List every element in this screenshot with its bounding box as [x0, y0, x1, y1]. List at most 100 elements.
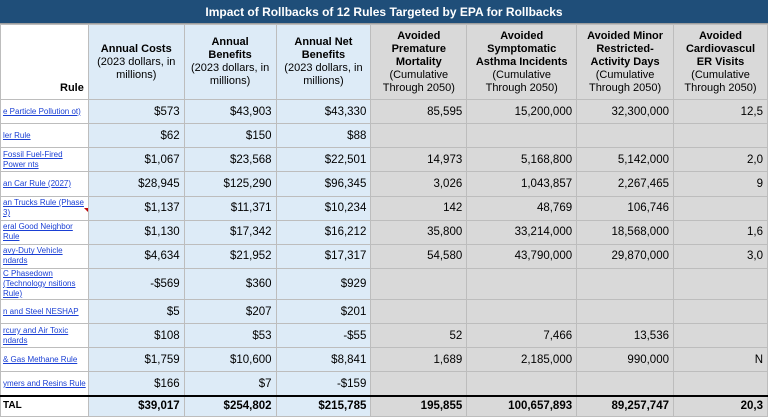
cell-minor[interactable]: 5,142,000 [576, 147, 674, 173]
cell-cardio[interactable] [673, 323, 768, 349]
cell-cardio[interactable]: 9 [673, 171, 768, 197]
cell-net[interactable]: $17,317 [275, 243, 372, 269]
cell-net[interactable]: $16,212 [275, 219, 372, 245]
cell-costs[interactable]: -$569 [87, 267, 185, 300]
cell-costs[interactable]: $1,137 [87, 195, 185, 221]
cell-mortality[interactable] [370, 267, 468, 300]
rule-link[interactable]: rcury and Air Toxic ndards [0, 323, 89, 349]
rule-link[interactable]: e Particle Pollution ot) [0, 98, 89, 125]
cell-costs[interactable]: $573 [87, 98, 185, 125]
cell-cardio[interactable]: 20,3 [673, 395, 768, 417]
rule-link[interactable]: n and Steel NESHAP [0, 298, 89, 325]
cell-benefits[interactable]: $11,371 [183, 195, 277, 221]
cell-asthma[interactable] [466, 267, 578, 300]
cell-net[interactable]: $96,345 [275, 171, 372, 197]
cell-mortality[interactable] [370, 123, 468, 149]
cell-costs[interactable]: $39,017 [87, 395, 185, 417]
cell-net[interactable]: -$159 [275, 371, 372, 397]
cell-net[interactable]: $43,330 [275, 98, 372, 125]
cell-benefits[interactable]: $53 [183, 323, 277, 349]
cell-costs[interactable]: $5 [87, 298, 185, 325]
cell-net[interactable]: $8,841 [275, 347, 372, 373]
cell-mortality[interactable]: 1,689 [370, 347, 468, 373]
cell-net[interactable]: -$55 [275, 323, 372, 349]
cell-minor[interactable]: 990,000 [576, 347, 674, 373]
rule-link[interactable]: & Gas Methane Rule [0, 347, 89, 373]
rule-link[interactable]: Fossil Fuel-Fired Power nts [0, 147, 89, 173]
cell-cardio[interactable]: 12,5 [673, 98, 768, 125]
cell-mortality[interactable]: 52 [370, 323, 468, 349]
cell-asthma[interactable]: 48,769 [466, 195, 578, 221]
cell-mortality[interactable] [370, 298, 468, 325]
cell-costs[interactable]: $166 [87, 371, 185, 397]
cell-asthma[interactable]: 1,043,857 [466, 171, 578, 197]
cell-asthma[interactable]: 33,214,000 [466, 219, 578, 245]
cell-minor[interactable]: 32,300,000 [576, 98, 674, 125]
cell-mortality[interactable]: 195,855 [370, 395, 468, 417]
rule-link[interactable]: C Phasedown (Technology nsitions Rule) [0, 267, 89, 300]
cell-minor[interactable]: 13,536 [576, 323, 674, 349]
cell-cardio[interactable]: N [673, 347, 768, 373]
cell-costs[interactable]: $1,130 [87, 219, 185, 245]
cell-cardio[interactable]: 3,0 [673, 243, 768, 269]
cell-benefits[interactable]: $360 [183, 267, 277, 300]
cell-cardio[interactable] [673, 371, 768, 397]
cell-benefits[interactable]: $23,568 [183, 147, 277, 173]
cell-cardio[interactable] [673, 267, 768, 300]
cell-costs[interactable]: $28,945 [87, 171, 185, 197]
cell-cardio[interactable]: 2,0 [673, 147, 768, 173]
cell-cardio[interactable] [673, 298, 768, 325]
cell-net[interactable]: $929 [275, 267, 372, 300]
cell-asthma[interactable] [466, 298, 578, 325]
rule-link[interactable]: eral Good Neighbor Rule [0, 219, 89, 245]
rule-link[interactable]: ler Rule [0, 123, 89, 149]
cell-asthma[interactable]: 43,790,000 [466, 243, 578, 269]
cell-costs[interactable]: $1,759 [87, 347, 185, 373]
cell-net[interactable]: $215,785 [275, 395, 372, 417]
rule-link[interactable]: ymers and Resins Rule [0, 371, 89, 397]
cell-mortality[interactable]: 85,595 [370, 98, 468, 125]
cell-asthma[interactable]: 15,200,000 [466, 98, 578, 125]
cell-costs[interactable]: $4,634 [87, 243, 185, 269]
cell-cardio[interactable] [673, 123, 768, 149]
cell-benefits[interactable]: $7 [183, 371, 277, 397]
cell-benefits[interactable]: $10,600 [183, 347, 277, 373]
cell-cardio[interactable] [673, 195, 768, 221]
cell-benefits[interactable]: $125,290 [183, 171, 277, 197]
cell-asthma[interactable] [466, 123, 578, 149]
cell-mortality[interactable]: 14,973 [370, 147, 468, 173]
cell-minor[interactable]: 29,870,000 [576, 243, 674, 269]
cell-net[interactable]: $88 [275, 123, 372, 149]
cell-mortality[interactable]: 142 [370, 195, 468, 221]
cell-costs[interactable]: $1,067 [87, 147, 185, 173]
cell-benefits[interactable]: $21,952 [183, 243, 277, 269]
rule-link[interactable]: avy-Duty Vehicle ndards [0, 243, 89, 269]
cell-costs[interactable]: $62 [87, 123, 185, 149]
cell-cardio[interactable]: 1,6 [673, 219, 768, 245]
cell-minor[interactable] [576, 371, 674, 397]
cell-asthma[interactable]: 100,657,893 [466, 395, 578, 417]
cell-mortality[interactable] [370, 371, 468, 397]
cell-asthma[interactable]: 7,466 [466, 323, 578, 349]
cell-asthma[interactable]: 2,185,000 [466, 347, 578, 373]
cell-net[interactable]: $201 [275, 298, 372, 325]
cell-minor[interactable]: 2,267,465 [576, 171, 674, 197]
cell-minor[interactable] [576, 123, 674, 149]
cell-minor[interactable] [576, 298, 674, 325]
cell-net[interactable]: $10,234 [275, 195, 372, 221]
cell-benefits[interactable]: $150 [183, 123, 277, 149]
cell-benefits[interactable]: $43,903 [183, 98, 277, 125]
cell-minor[interactable]: 18,568,000 [576, 219, 674, 245]
cell-net[interactable]: $22,501 [275, 147, 372, 173]
cell-minor[interactable]: 106,746 [576, 195, 674, 221]
cell-asthma[interactable]: 5,168,800 [466, 147, 578, 173]
cell-mortality[interactable]: 35,800 [370, 219, 468, 245]
rule-link[interactable]: an Trucks Rule (Phase 3) [0, 195, 89, 221]
cell-mortality[interactable]: 3,026 [370, 171, 468, 197]
cell-benefits[interactable]: $17,342 [183, 219, 277, 245]
cell-minor[interactable] [576, 267, 674, 300]
cell-benefits[interactable]: $207 [183, 298, 277, 325]
cell-benefits[interactable]: $254,802 [183, 395, 277, 417]
cell-mortality[interactable]: 54,580 [370, 243, 468, 269]
cell-asthma[interactable] [466, 371, 578, 397]
